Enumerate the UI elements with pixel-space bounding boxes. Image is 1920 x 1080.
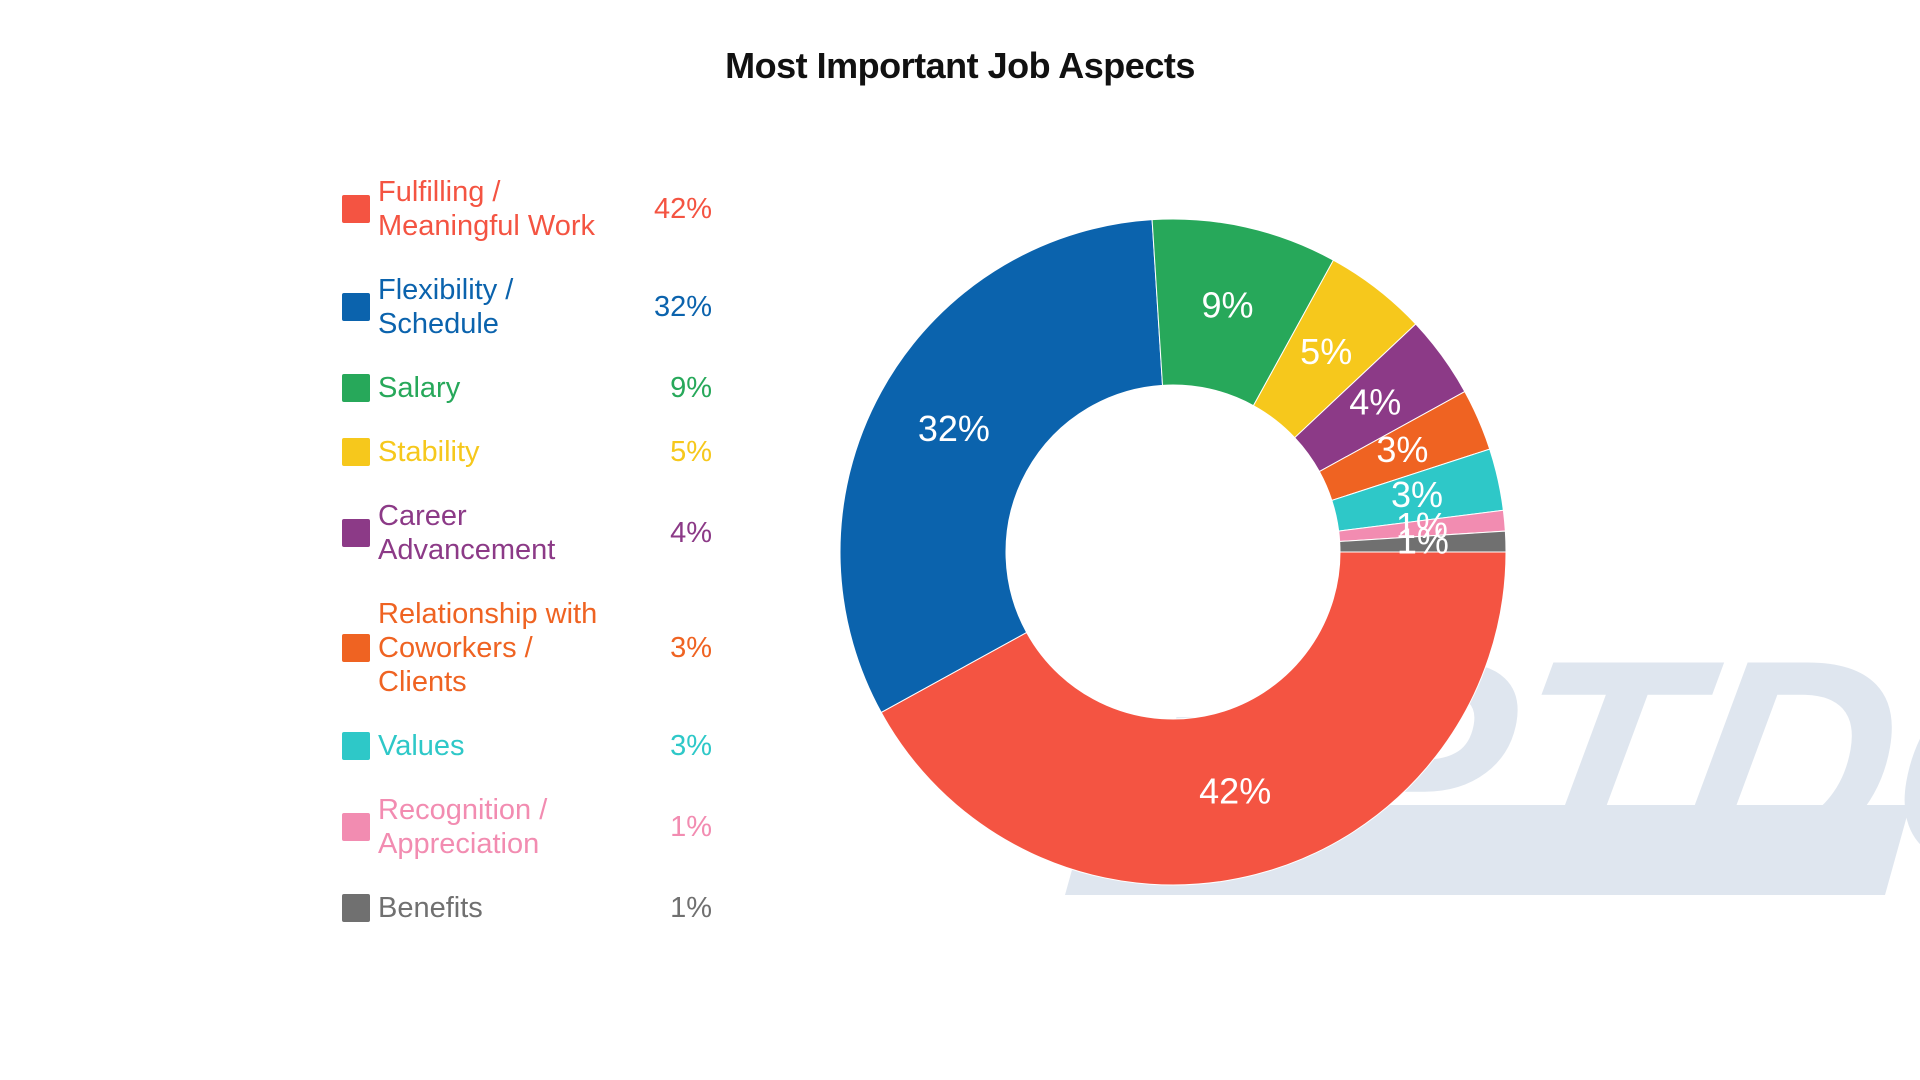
legend-item: Fulfilling / Meaningful Work 42% xyxy=(342,175,712,243)
slice-value-label: 9% xyxy=(1201,285,1253,326)
legend-label: Stability xyxy=(378,436,480,468)
legend-item: Career Advancement 4% xyxy=(342,499,712,567)
slice-value-label: 4% xyxy=(1349,382,1401,423)
legend-label: Benefits xyxy=(378,892,483,924)
legend-label: Salary xyxy=(378,372,461,404)
chart-title: Most Important Job Aspects xyxy=(725,45,1195,86)
legend-value: 5% xyxy=(670,436,712,468)
legend-item: Relationship with Coworkers / Clients 3% xyxy=(342,597,712,699)
slice-value-label: 3% xyxy=(1391,474,1443,515)
slice-value-label: 5% xyxy=(1300,331,1352,372)
legend-value: 1% xyxy=(670,892,712,924)
legend-swatch xyxy=(342,732,370,760)
legend-swatch xyxy=(342,293,370,321)
legend-item: Flexibility / Schedule 32% xyxy=(342,273,712,341)
slice-value-label: 32% xyxy=(918,408,990,449)
legend-swatch xyxy=(342,813,370,841)
legend-item: Values 3% xyxy=(342,729,712,763)
legend-label: Recognition / Appreciation xyxy=(378,794,548,860)
slice-value-label: 42% xyxy=(1199,771,1271,812)
legend-value: 3% xyxy=(670,730,712,762)
donut-slice xyxy=(1339,530,1507,553)
legend-value: 42% xyxy=(653,193,712,225)
slice-value-label: 3% xyxy=(1376,429,1428,470)
legend-value: 1% xyxy=(670,811,712,843)
legend-swatch xyxy=(342,634,370,662)
legend-item: Benefits 1% xyxy=(342,891,712,925)
legend-item: Recognition / Appreciation 1% xyxy=(342,793,712,861)
legend-swatch xyxy=(342,894,370,922)
legend-label: Career Advancement xyxy=(378,500,556,566)
slice-value-label: 1% xyxy=(1396,505,1448,546)
chart-legend: Fulfilling / Meaningful Work 42% Flexibili… xyxy=(342,175,712,955)
donut-slice xyxy=(880,551,1507,886)
legend-swatch xyxy=(342,438,370,466)
legend-swatch xyxy=(342,374,370,402)
legend-swatch xyxy=(342,195,370,223)
legend-item: Stability 5% xyxy=(342,435,712,469)
legend-value: 4% xyxy=(670,517,712,549)
legend-value: 3% xyxy=(670,632,712,664)
slice-value-label: 1% xyxy=(1397,521,1449,562)
legend-label: Values xyxy=(378,730,465,762)
donut-slice xyxy=(839,219,1164,714)
legend-label: Flexibility / Schedule xyxy=(378,274,514,340)
legend-value: 9% xyxy=(670,372,712,404)
legend-swatch xyxy=(342,519,370,547)
legend-label: Relationship with Coworkers / Clients xyxy=(378,598,598,698)
legend-value: 32% xyxy=(653,291,712,323)
legend-label: Fulfilling / Meaningful Work xyxy=(378,176,596,242)
legend-item: Salary 9% xyxy=(342,371,712,405)
